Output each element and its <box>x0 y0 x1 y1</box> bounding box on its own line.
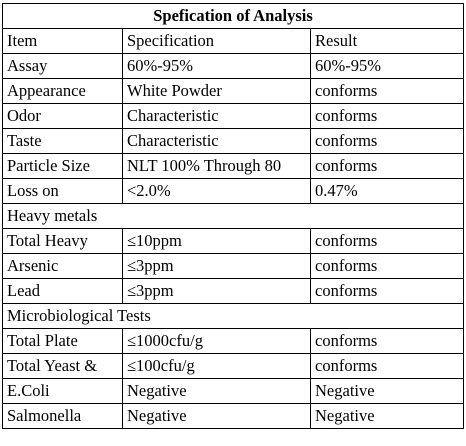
row-result: conforms <box>309 228 465 254</box>
row-spec: 60%-95% <box>122 53 311 79</box>
row-item: Lead <box>2 278 123 304</box>
table-row: Odor Characteristic conforms <box>2 103 465 129</box>
row-item: Appearance <box>2 78 123 104</box>
row-result: conforms <box>309 78 465 104</box>
row-item: Salmonella <box>2 403 123 429</box>
table-row: Total Heavy ≤10ppm conforms <box>2 228 465 254</box>
table-row: Total Plate ≤1000cfu/g conforms <box>2 328 465 354</box>
table-row: Lead ≤3ppm conforms <box>2 278 465 304</box>
row-result: conforms <box>309 253 465 279</box>
row-spec: Negative <box>122 403 311 429</box>
row-result: Negative <box>309 378 465 404</box>
row-item: Arsenic <box>2 253 123 279</box>
section-row-microbiological: Microbiological Tests <box>1 303 465 329</box>
row-result: conforms <box>309 153 465 179</box>
table-row: Taste Characteristic conforms <box>2 128 465 154</box>
row-spec: ≤10ppm <box>122 228 311 254</box>
table-row: Salmonella Negative Negative <box>2 403 465 429</box>
row-item: E.Coli <box>2 378 123 404</box>
row-result: Negative <box>309 403 465 429</box>
row-result: conforms <box>309 128 465 154</box>
table-row: Arsenic ≤3ppm conforms <box>2 253 465 279</box>
row-result: conforms <box>309 353 465 379</box>
row-item: Taste <box>2 128 123 154</box>
table-row: Appearance White Powder conforms <box>2 78 465 104</box>
row-spec: ≤3ppm <box>122 253 311 279</box>
header-specification: Specification <box>122 28 311 54</box>
section-heading-heavy-metals: Heavy metals <box>1 203 465 229</box>
row-result: 60%-95% <box>309 53 465 79</box>
row-result: conforms <box>309 278 465 304</box>
row-item: Particle Size <box>2 153 123 179</box>
row-item: Odor <box>2 103 123 129</box>
row-result: 0.47% <box>309 178 465 204</box>
table-title-row: Spefication of Analysis <box>1 3 465 29</box>
row-spec: Negative <box>122 378 311 404</box>
row-spec: NLT 100% Through 80 <box>122 153 311 179</box>
row-item: Total Yeast & <box>2 353 123 379</box>
row-result: conforms <box>309 328 465 354</box>
row-spec: <2.0% <box>122 178 311 204</box>
table-row: Particle Size NLT 100% Through 80 confor… <box>2 153 465 179</box>
row-item: Assay <box>2 53 123 79</box>
table-row: Total Yeast & ≤100cfu/g conforms <box>2 353 465 379</box>
row-spec: ≤100cfu/g <box>122 353 311 379</box>
row-spec: ≤3ppm <box>122 278 311 304</box>
row-item: Total Plate <box>2 328 123 354</box>
row-spec: White Powder <box>122 78 311 104</box>
row-result: conforms <box>309 103 465 129</box>
row-item: Total Heavy <box>2 228 123 254</box>
table-header-row: Item Specification Result <box>2 28 465 54</box>
table-title: Spefication of Analysis <box>1 3 465 29</box>
section-row-heavy-metals: Heavy metals <box>1 203 465 229</box>
table-row: Assay 60%-95% 60%-95% <box>2 53 465 79</box>
row-item: Loss on <box>2 178 123 204</box>
table-row: E.Coli Negative Negative <box>2 378 465 404</box>
row-spec: ≤1000cfu/g <box>122 328 311 354</box>
row-spec: Characteristic <box>122 103 311 129</box>
header-result: Result <box>309 28 465 54</box>
section-heading-microbiological: Microbiological Tests <box>1 303 465 329</box>
table-row: Loss on <2.0% 0.47% <box>2 178 465 204</box>
header-item: Item <box>2 28 123 54</box>
row-spec: Characteristic <box>122 128 311 154</box>
analysis-spec-table: Spefication of Analysis Item Specificati… <box>1 3 465 429</box>
